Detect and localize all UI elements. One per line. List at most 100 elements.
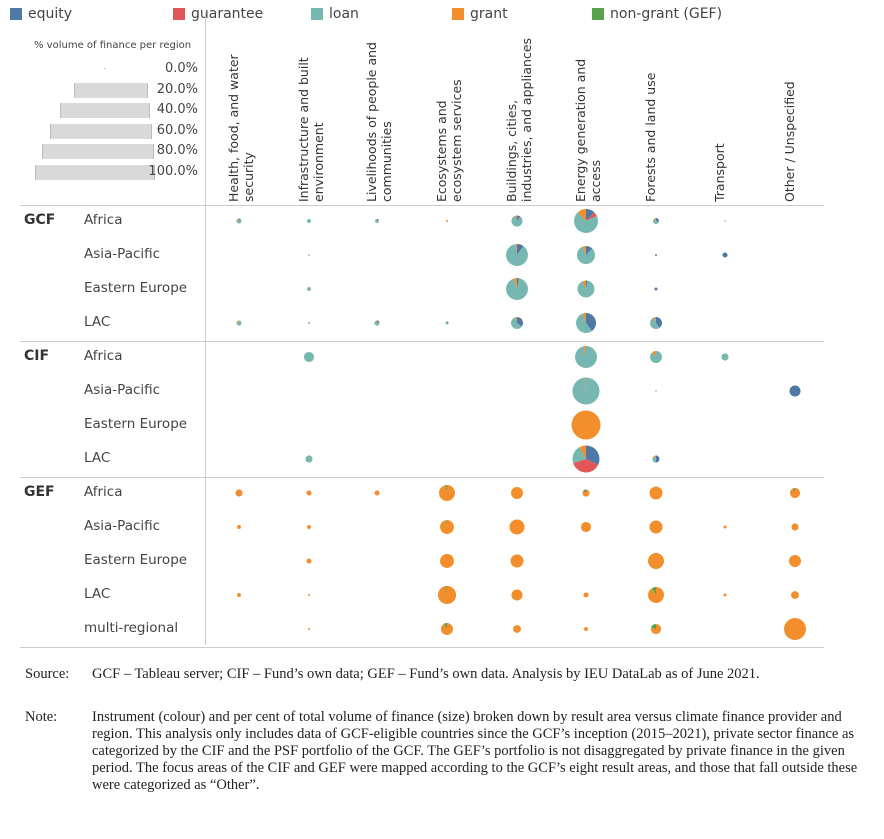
pie: [510, 554, 524, 568]
pie-slice-equity: [517, 215, 521, 221]
pie-slice-grant: [654, 317, 656, 323]
pie-slice-equity: [656, 218, 659, 222]
pie: [506, 244, 528, 266]
pie-slice-loan: [236, 218, 242, 224]
pie-slice-grant: [306, 558, 312, 564]
pie-slice-grant: [571, 410, 601, 440]
pie: [438, 485, 455, 501]
pie: [445, 219, 449, 223]
pie: [789, 487, 801, 499]
provider-label: CIF: [24, 348, 50, 364]
region-label: Africa: [84, 348, 123, 364]
pie-slice-grant: [306, 490, 312, 496]
legend-guarantee: guarantee: [173, 6, 263, 22]
pie: [511, 317, 523, 329]
pie-slice-grant: [515, 215, 517, 221]
size-legend-label: 100.0%: [148, 163, 198, 179]
pie: [650, 351, 662, 363]
pie-slice-loan: [650, 317, 660, 329]
pie: [722, 252, 728, 258]
pie-slice-equity: [656, 317, 662, 328]
region-label: Eastern Europe: [84, 416, 188, 432]
pie-slice-non-grant: [652, 587, 656, 595]
pie: [307, 219, 311, 223]
pie: [654, 287, 658, 291]
pie: [572, 377, 600, 405]
size-legend-dot: [104, 68, 105, 69]
pie-slice-guarantee: [573, 459, 599, 473]
guarantee-swatch: [173, 8, 185, 20]
pie-slice-grant: [582, 313, 586, 323]
pie: [650, 623, 662, 635]
pie-slice-equity: [586, 245, 593, 255]
pie-slice-grant: [511, 487, 523, 499]
pie-slice-loan: [307, 321, 311, 325]
pie-slice-equity: [377, 320, 380, 323]
pie-slice-loan: [653, 218, 659, 224]
pie: [649, 486, 663, 500]
pie: [572, 445, 600, 473]
pie-slice-loan: [374, 320, 380, 326]
pie: [649, 520, 663, 534]
pie-slice-grant: [375, 320, 377, 323]
pie: [307, 525, 311, 529]
pie: [303, 351, 315, 363]
pie-slice-non-grant: [444, 623, 447, 629]
pie: [306, 558, 312, 564]
pie-slice-equity: [239, 218, 241, 221]
pie-slice-loan: [650, 351, 662, 363]
pie-slice-loan: [577, 280, 595, 298]
pie-slice-grant: [513, 278, 517, 289]
pie: [652, 455, 660, 463]
source-label: Source:: [25, 666, 70, 682]
pie-slice-grant: [580, 521, 592, 533]
pie-slice-grant: [723, 525, 727, 529]
legend-label: grant: [470, 6, 508, 22]
pie-grid: [235, 209, 806, 640]
pie-slice-grant: [511, 589, 523, 601]
pie: [236, 320, 242, 326]
pie: [445, 321, 449, 325]
pie-slice-loan: [576, 313, 592, 333]
pie: [653, 218, 659, 224]
pie-slice-loan: [721, 353, 729, 361]
pie-slice-equity: [586, 313, 596, 332]
pie-slice-non-grant: [583, 489, 586, 493]
pie-slice-grant: [440, 554, 454, 568]
size-legend-label: 80.0%: [156, 143, 198, 158]
pie-slice-loan: [236, 320, 242, 326]
pie: [440, 554, 454, 568]
legend-label: loan: [329, 6, 359, 22]
region-label: Asia-Pacific: [84, 518, 161, 534]
pie-slice-loan: [511, 215, 523, 227]
pie-slice-grant: [723, 593, 727, 597]
pie-slice-loan: [511, 317, 522, 329]
pie-slice-grant: [509, 519, 525, 535]
pie-slice-loan: [506, 244, 528, 266]
pie: [237, 593, 241, 597]
pie: [789, 555, 801, 567]
pie-slice-grant: [307, 627, 311, 631]
size-legend-bar: [73, 82, 148, 98]
pie-slice-grant: [585, 377, 586, 391]
pie-slice-grant: [584, 627, 588, 631]
pie-slice-loan: [307, 287, 311, 291]
legend-equity: equity: [10, 6, 72, 22]
pie-slice-grant: [236, 320, 239, 323]
pie-slice-grant: [440, 520, 454, 534]
pie-slice-loan: [303, 351, 315, 363]
pie-slice-grant: [582, 280, 586, 289]
pie-slice-grant: [648, 587, 665, 603]
size-legend-bar: [34, 164, 155, 180]
region-label: Africa: [84, 484, 123, 500]
pie-slice-non-grant: [445, 585, 447, 595]
pie-slice-grant: [577, 209, 586, 221]
pie: [584, 627, 588, 631]
pie: [723, 525, 727, 529]
pie-slice-equity: [789, 385, 801, 397]
pie: [441, 623, 453, 635]
size-legend-bar: [60, 103, 151, 118]
pie-slice-non-grant: [651, 623, 656, 629]
pie: [509, 519, 525, 535]
pie: [308, 254, 310, 256]
